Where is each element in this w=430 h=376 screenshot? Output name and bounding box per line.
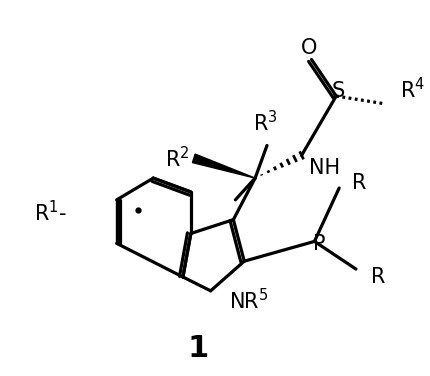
- Text: P: P: [313, 234, 326, 255]
- Text: NR$^5$: NR$^5$: [230, 288, 269, 313]
- Text: R$^4$: R$^4$: [400, 76, 426, 102]
- Text: NH: NH: [308, 158, 340, 178]
- Text: R$^3$: R$^3$: [253, 111, 277, 136]
- Text: S: S: [332, 81, 345, 101]
- Text: R: R: [352, 173, 366, 193]
- Text: O: O: [301, 38, 318, 58]
- Text: R$^1$-: R$^1$-: [34, 200, 67, 225]
- Text: R$^2$: R$^2$: [165, 146, 190, 171]
- Text: R: R: [371, 267, 385, 287]
- Polygon shape: [193, 154, 255, 178]
- Text: 1: 1: [187, 334, 209, 363]
